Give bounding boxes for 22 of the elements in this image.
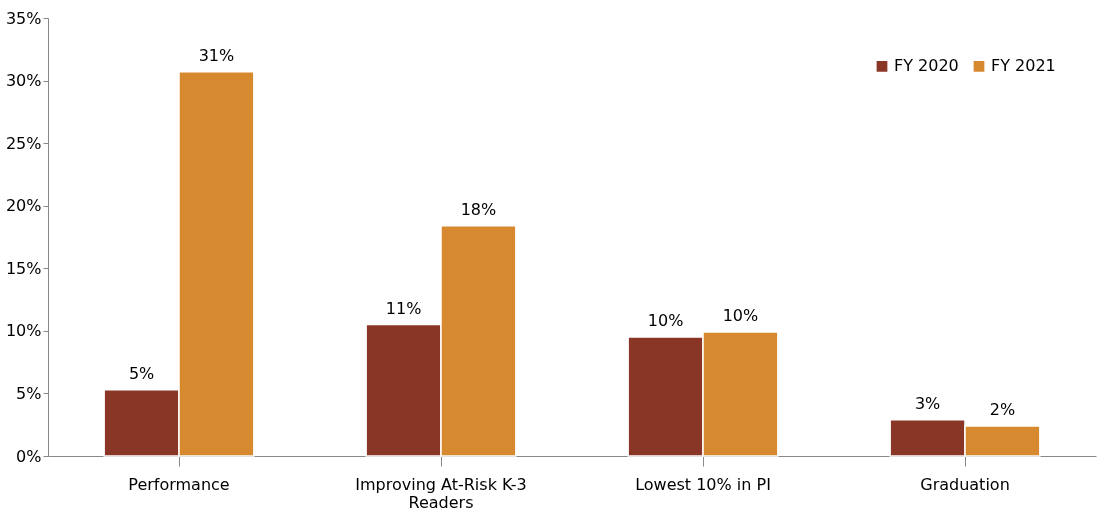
data-label: 10% (722, 306, 759, 326)
x-tick-label: Improving At-Risk K-3 Readers (355, 474, 527, 512)
y-tick-label: 5% (16, 383, 42, 403)
y-tick-label: 0% (16, 446, 42, 466)
y-tick-label: 15% (5, 258, 42, 278)
y-tick-label: 30% (5, 71, 42, 91)
x-tick-label: Performance (128, 474, 230, 494)
data-label: 11% (385, 298, 422, 318)
data-label: 10% (647, 311, 684, 331)
y-tick-label: 35% (5, 8, 42, 28)
x-tick-label: Graduation (920, 474, 1010, 494)
data-label: 3% (914, 393, 941, 413)
y-tick-label: 10% (5, 321, 42, 341)
y-tick-label: 25% (5, 133, 42, 153)
legend-label: FY 2020 (894, 56, 959, 76)
legend-label: FY 2021 (991, 56, 1056, 76)
data-label: 18% (460, 199, 497, 219)
data-label: 5% (128, 363, 155, 383)
x-tick-label: Lowest 10% in PI (635, 474, 771, 494)
data-label: 2% (989, 399, 1016, 419)
data-label: 31% (198, 45, 235, 65)
y-tick-label: 20% (5, 196, 42, 216)
